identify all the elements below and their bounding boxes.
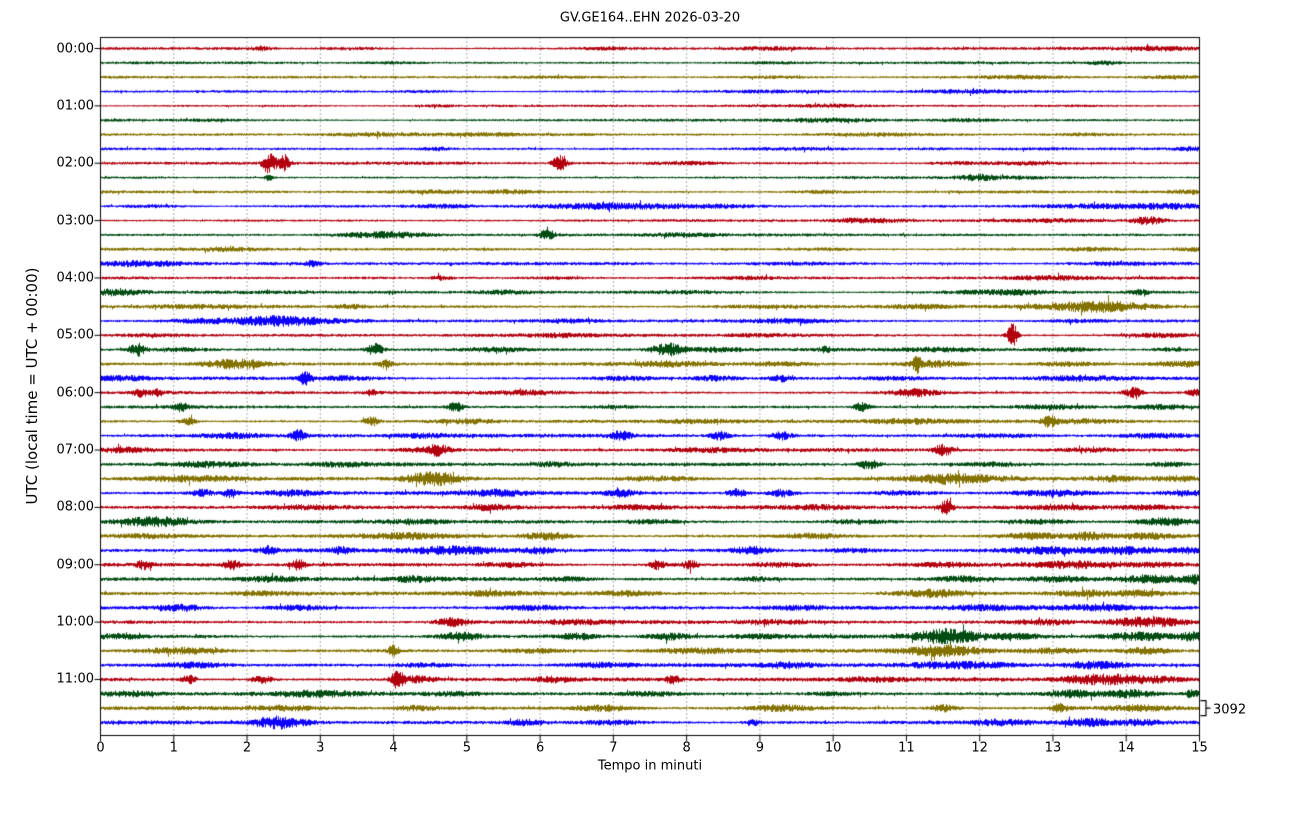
- y-tick-label: 11:00: [56, 671, 94, 687]
- y-axis-label: UTC (local time = UTC + 00:00): [23, 267, 41, 505]
- x-tick-label: 5: [462, 740, 471, 756]
- x-tick-label: 11: [898, 740, 915, 756]
- x-tick-label: 2: [242, 740, 252, 756]
- x-tick-label: 12: [971, 740, 988, 756]
- y-tick-label: 01:00: [56, 98, 94, 114]
- x-tick-label: 15: [1191, 740, 1208, 756]
- x-tick-label: 8: [682, 740, 691, 756]
- amplitude-scale-label: 3092: [1213, 702, 1247, 718]
- x-tick-label: 3: [316, 740, 325, 756]
- x-tick-label: 9: [755, 740, 765, 756]
- y-tick-label: 09:00: [56, 557, 94, 573]
- y-tick-label: 05:00: [56, 327, 94, 343]
- y-tick-label: 04:00: [56, 270, 94, 286]
- x-tick-label: 7: [609, 740, 618, 756]
- x-tick-label: 13: [1044, 740, 1062, 756]
- x-tick-label: 1: [169, 740, 178, 756]
- x-tick-label: 0: [96, 740, 105, 756]
- chart-title: GV.GE164..EHN 2026-03-20: [559, 10, 741, 26]
- x-axis-label: Tempo in minuti: [597, 758, 703, 774]
- y-tick-label: 02:00: [56, 155, 94, 171]
- y-tick-label: 06:00: [56, 385, 94, 401]
- x-tick-label: 4: [389, 740, 398, 756]
- y-tick-label: 10:00: [56, 614, 94, 630]
- x-tick-label: 6: [535, 740, 545, 756]
- x-tick-label: 10: [824, 740, 842, 756]
- y-tick-label: 07:00: [56, 442, 94, 458]
- y-tick-label: 00:00: [56, 41, 94, 56]
- y-tick-label: 08:00: [56, 499, 94, 515]
- x-tick-label: 14: [1117, 740, 1135, 756]
- y-tick-label: 03:00: [56, 213, 94, 229]
